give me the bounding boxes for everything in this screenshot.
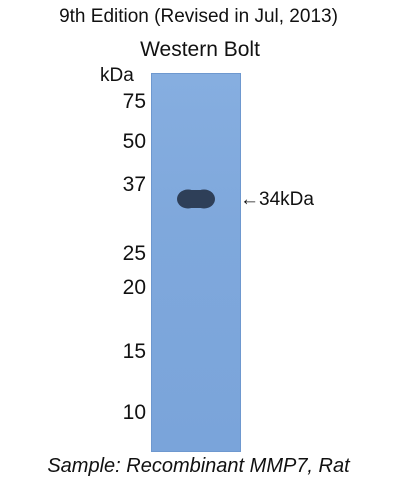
marker-25: 25 xyxy=(122,242,146,265)
marker-15: 15 xyxy=(122,340,146,363)
edition-text: 9th Edition (Revised in Jul, 2013) xyxy=(59,6,338,27)
marker-10: 10 xyxy=(122,401,146,424)
figure-title: Western Bolt xyxy=(140,38,260,61)
blot-membrane xyxy=(151,73,241,452)
marker-50: 50 xyxy=(122,130,146,153)
protein-band xyxy=(177,189,215,209)
band-size-label: ←34kDa xyxy=(240,189,314,210)
sample-caption: Sample: Recombinant MMP7, Rat xyxy=(47,455,350,477)
marker-75: 75 xyxy=(122,90,146,113)
marker-20: 20 xyxy=(122,276,146,299)
unit-label: kDa xyxy=(100,65,134,86)
marker-37: 37 xyxy=(122,173,146,196)
